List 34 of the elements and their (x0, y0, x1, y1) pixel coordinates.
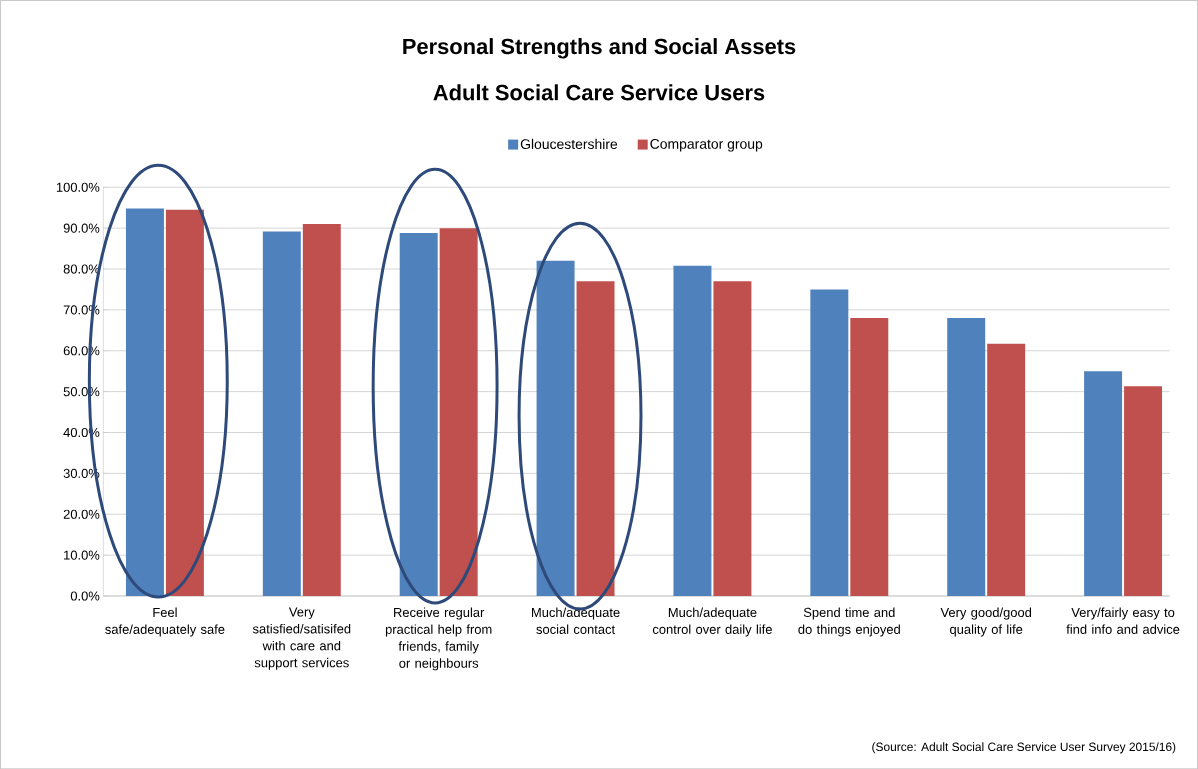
x-tick-label: Very good/good quality of life (940, 607, 1032, 637)
bar (125, 208, 164, 596)
y-tick-label: 0.0% (70, 591, 100, 601)
bar (302, 223, 341, 596)
chart-subtitle: Adult Social Care Service Users (433, 84, 765, 101)
x-tick-label: Very satisfied/satisifed with care and support services (252, 607, 351, 670)
x-tick-label: Feel safe/adequately safe (105, 607, 225, 637)
bar (713, 281, 752, 596)
bar (576, 281, 615, 596)
legend-label: Gloucestershire (520, 138, 618, 149)
x-tick-label: Much/adequate control over daily life (652, 607, 772, 637)
chart-title: Personal Strengths and Social Assets (403, 37, 796, 59)
y-tick-label: 20.0% (63, 509, 100, 519)
bar (399, 232, 438, 596)
x-tick-label: Very/fairly easy to find info and advice (1066, 607, 1180, 634)
bar (987, 343, 1026, 596)
bar (673, 265, 712, 596)
bar (439, 228, 478, 596)
bar (262, 231, 301, 596)
y-tick-label: 100.0% (56, 182, 100, 192)
bar (947, 317, 986, 596)
y-tick-label: 90.0% (63, 223, 100, 233)
bar (536, 260, 575, 596)
bar (810, 289, 849, 596)
bar (850, 317, 889, 596)
text: (Source: Adult Social Care Service User Survey 2015/16) (872, 742, 1176, 754)
bar (1124, 386, 1163, 596)
legend-label: Comparator group (650, 138, 763, 152)
x-tick-label: Receive regular practical help from friends, family or neighbours (385, 607, 492, 671)
bar (165, 209, 204, 596)
x-tick-label: Spend time and do things enjoyed (798, 607, 900, 637)
bar (1084, 371, 1123, 596)
x-tick-label: Much/adequate social contact (532, 607, 620, 634)
y-tick-label: 10.0% (64, 550, 100, 560)
